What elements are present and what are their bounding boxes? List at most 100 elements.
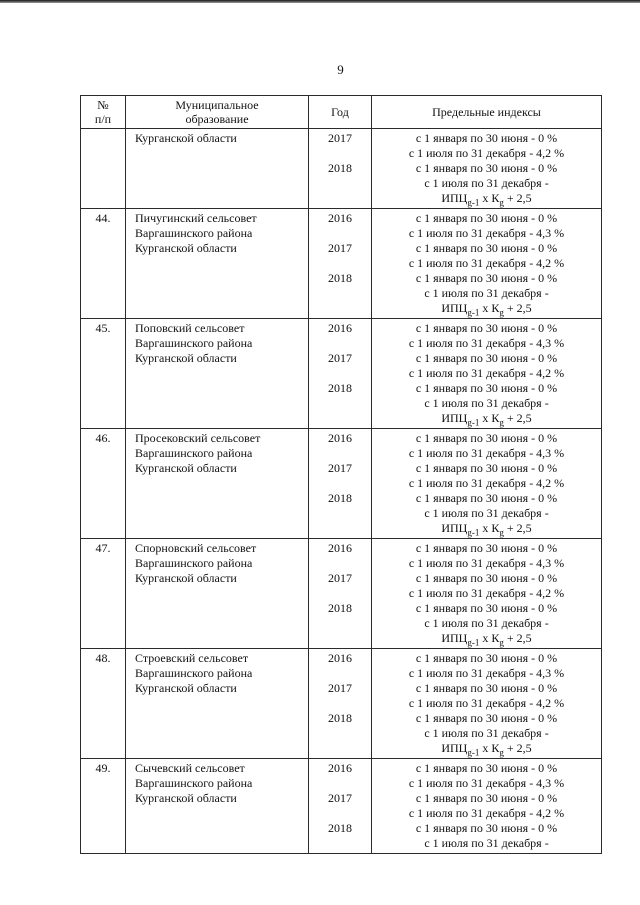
formula-text: х К <box>479 301 500 315</box>
index-line: с 1 января по 30 июня - 0 % <box>415 491 558 505</box>
table-row: 47. Спорновский сельсовет Варгашинского ра… <box>80 538 602 649</box>
formula-text: х К <box>479 631 500 645</box>
index-line: с 1 января по 30 июня - 0 % <box>415 461 558 475</box>
year-cell: 2016 2017 2018 <box>308 758 372 854</box>
index-line: с 1 января по 30 июня - 0 % <box>415 271 558 285</box>
formula-text: ИПЦ <box>441 191 468 205</box>
year-label: 2017 <box>328 131 352 145</box>
year-spacer <box>309 776 371 791</box>
formula-text: + 2,5 <box>503 301 532 315</box>
table-row: Курганской области 2017 2018 с 1 января по… <box>80 128 602 209</box>
year-label: 2016 <box>328 321 352 335</box>
index-line: с 1 января по 30 июня - 0 % <box>415 351 558 365</box>
index-line: с 1 июля по 31 декабря - <box>424 176 549 190</box>
formula-subscript: g <box>499 527 504 538</box>
year-spacer <box>309 226 371 241</box>
header-num-line1: № <box>97 98 109 112</box>
index-line: с 1 января по 30 июня - 0 % <box>415 761 558 775</box>
municipality-line: Курганской области <box>135 131 237 145</box>
index-line: с 1 января по 30 июня - 0 % <box>415 541 558 555</box>
formula-text: х К <box>479 521 500 535</box>
header-num-cell: № п/п <box>80 95 126 129</box>
formula-text: + 2,5 <box>503 631 532 645</box>
municipality-line: Варгашинского района <box>135 776 253 790</box>
index-line: с 1 июля по 31 декабря - 4,2 % <box>408 586 565 600</box>
formula-subscript: g <box>499 417 504 428</box>
index-line: с 1 января по 30 июня - 0 % <box>415 681 558 695</box>
indices-cell: с 1 января по 30 июня - 0 % с 1 июля по 3… <box>371 648 602 759</box>
year-label: 2016 <box>328 211 352 225</box>
municipality-cell: Сычевский сельсовет Варгашинского района К… <box>125 758 309 854</box>
indices-cell: с 1 января по 30 июня - 0 % с 1 июля по 3… <box>371 128 602 209</box>
year-spacer <box>309 806 371 821</box>
year-label: 2017 <box>328 791 352 805</box>
formula-subscript: g-1 <box>467 747 480 758</box>
index-line: с 1 июля по 31 декабря - 4,2 % <box>408 146 565 160</box>
year-spacer <box>309 446 371 461</box>
municipality-line: Пичугинский сельсовет <box>135 211 257 225</box>
year-cell: 2016 2017 2018 <box>308 208 372 319</box>
index-line: с 1 июля по 31 декабря - <box>424 396 549 410</box>
year-cell: 2016 2017 2018 <box>308 428 372 539</box>
indices-cell: с 1 января по 30 июня - 0 % с 1 июля по 3… <box>371 538 602 649</box>
row-number-cell: 48. <box>80 648 126 759</box>
year-spacer <box>309 476 371 491</box>
year-spacer <box>309 696 371 711</box>
index-formula: ИПЦg-1 х Кg + 2,5 <box>374 301 599 318</box>
index-line: с 1 января по 30 июня - 0 % <box>415 601 558 615</box>
formula-text: + 2,5 <box>503 741 532 755</box>
year-cell: 2017 2018 <box>308 128 372 209</box>
year-label: 2016 <box>328 651 352 665</box>
municipality-line: Курганской области <box>135 461 237 475</box>
year-label: 2018 <box>328 711 352 725</box>
formula-text: ИПЦ <box>441 411 468 425</box>
header-municipality-line1: Муниципальное <box>175 98 259 112</box>
formula-text: ИПЦ <box>441 631 468 645</box>
formula-text: ИПЦ <box>441 301 468 315</box>
municipality-cell: Пичугинский сельсовет Варгашинского район… <box>125 208 309 319</box>
municipality-line: Курганской области <box>135 351 237 365</box>
index-line: с 1 января по 30 июня - 0 % <box>415 791 558 805</box>
year-label: 2017 <box>328 571 352 585</box>
year-spacer <box>309 586 371 601</box>
table-row: 49. Сычевский сельсовет Варгашинского райо… <box>80 758 602 854</box>
indices-cell: с 1 января по 30 июня - 0 % с 1 июля по 3… <box>371 428 602 539</box>
index-line: с 1 июля по 31 декабря - <box>424 726 549 740</box>
index-line: с 1 июля по 31 декабря - 4,2 % <box>408 696 565 710</box>
header-year-cell: Год <box>308 95 372 129</box>
table-header: № п/п Муниципальное образование Год Пред… <box>80 95 602 129</box>
year-spacer <box>309 336 371 351</box>
index-formula: ИПЦg-1 х Кg + 2,5 <box>374 411 599 428</box>
formula-subscript: g-1 <box>467 637 480 648</box>
index-line: с 1 января по 30 июня - 0 % <box>415 821 558 835</box>
formula-subscript: g <box>499 197 504 208</box>
index-line: с 1 января по 30 июня - 0 % <box>415 571 558 585</box>
year-spacer <box>309 666 371 681</box>
index-formula: ИПЦg-1 х Кg + 2,5 <box>374 741 599 758</box>
formula-subscript: g <box>499 307 504 318</box>
year-spacer <box>309 256 371 271</box>
index-formula: ИПЦg-1 х Кg + 2,5 <box>374 631 599 648</box>
index-line: с 1 января по 30 июня - 0 % <box>415 241 558 255</box>
index-line: с 1 июля по 31 декабря - 4,2 % <box>408 806 565 820</box>
header-num-line2: п/п <box>94 112 112 126</box>
municipality-cell: Просековский сельсовет Варгашинского райо… <box>125 428 309 539</box>
formula-subscript: g-1 <box>467 307 480 318</box>
municipality-cell: Строевский сельсовет Варгашинского района… <box>125 648 309 759</box>
indices-cell: с 1 января по 30 июня - 0 % с 1 июля по 3… <box>371 318 602 429</box>
year-label: 2017 <box>328 681 352 695</box>
municipality-line: Курганской области <box>135 241 237 255</box>
table-row: 45. Поповский сельсовет Варгашинского райо… <box>80 318 602 429</box>
municipality-cell: Поповский сельсовет Варгашинского района К… <box>125 318 309 429</box>
scan-edge-top <box>0 0 640 3</box>
year-label: 2018 <box>328 381 352 395</box>
municipality-cell: Курганской области <box>125 128 309 209</box>
row-number-cell: 47. <box>80 538 126 649</box>
municipality-line: Курганской области <box>135 681 237 695</box>
formula-text: + 2,5 <box>503 191 532 205</box>
year-label: 2016 <box>328 761 352 775</box>
formula-subscript: g-1 <box>467 527 480 538</box>
formula-text: х К <box>479 191 500 205</box>
index-line: с 1 января по 30 июня - 0 % <box>415 381 558 395</box>
formula-text: х К <box>479 411 500 425</box>
